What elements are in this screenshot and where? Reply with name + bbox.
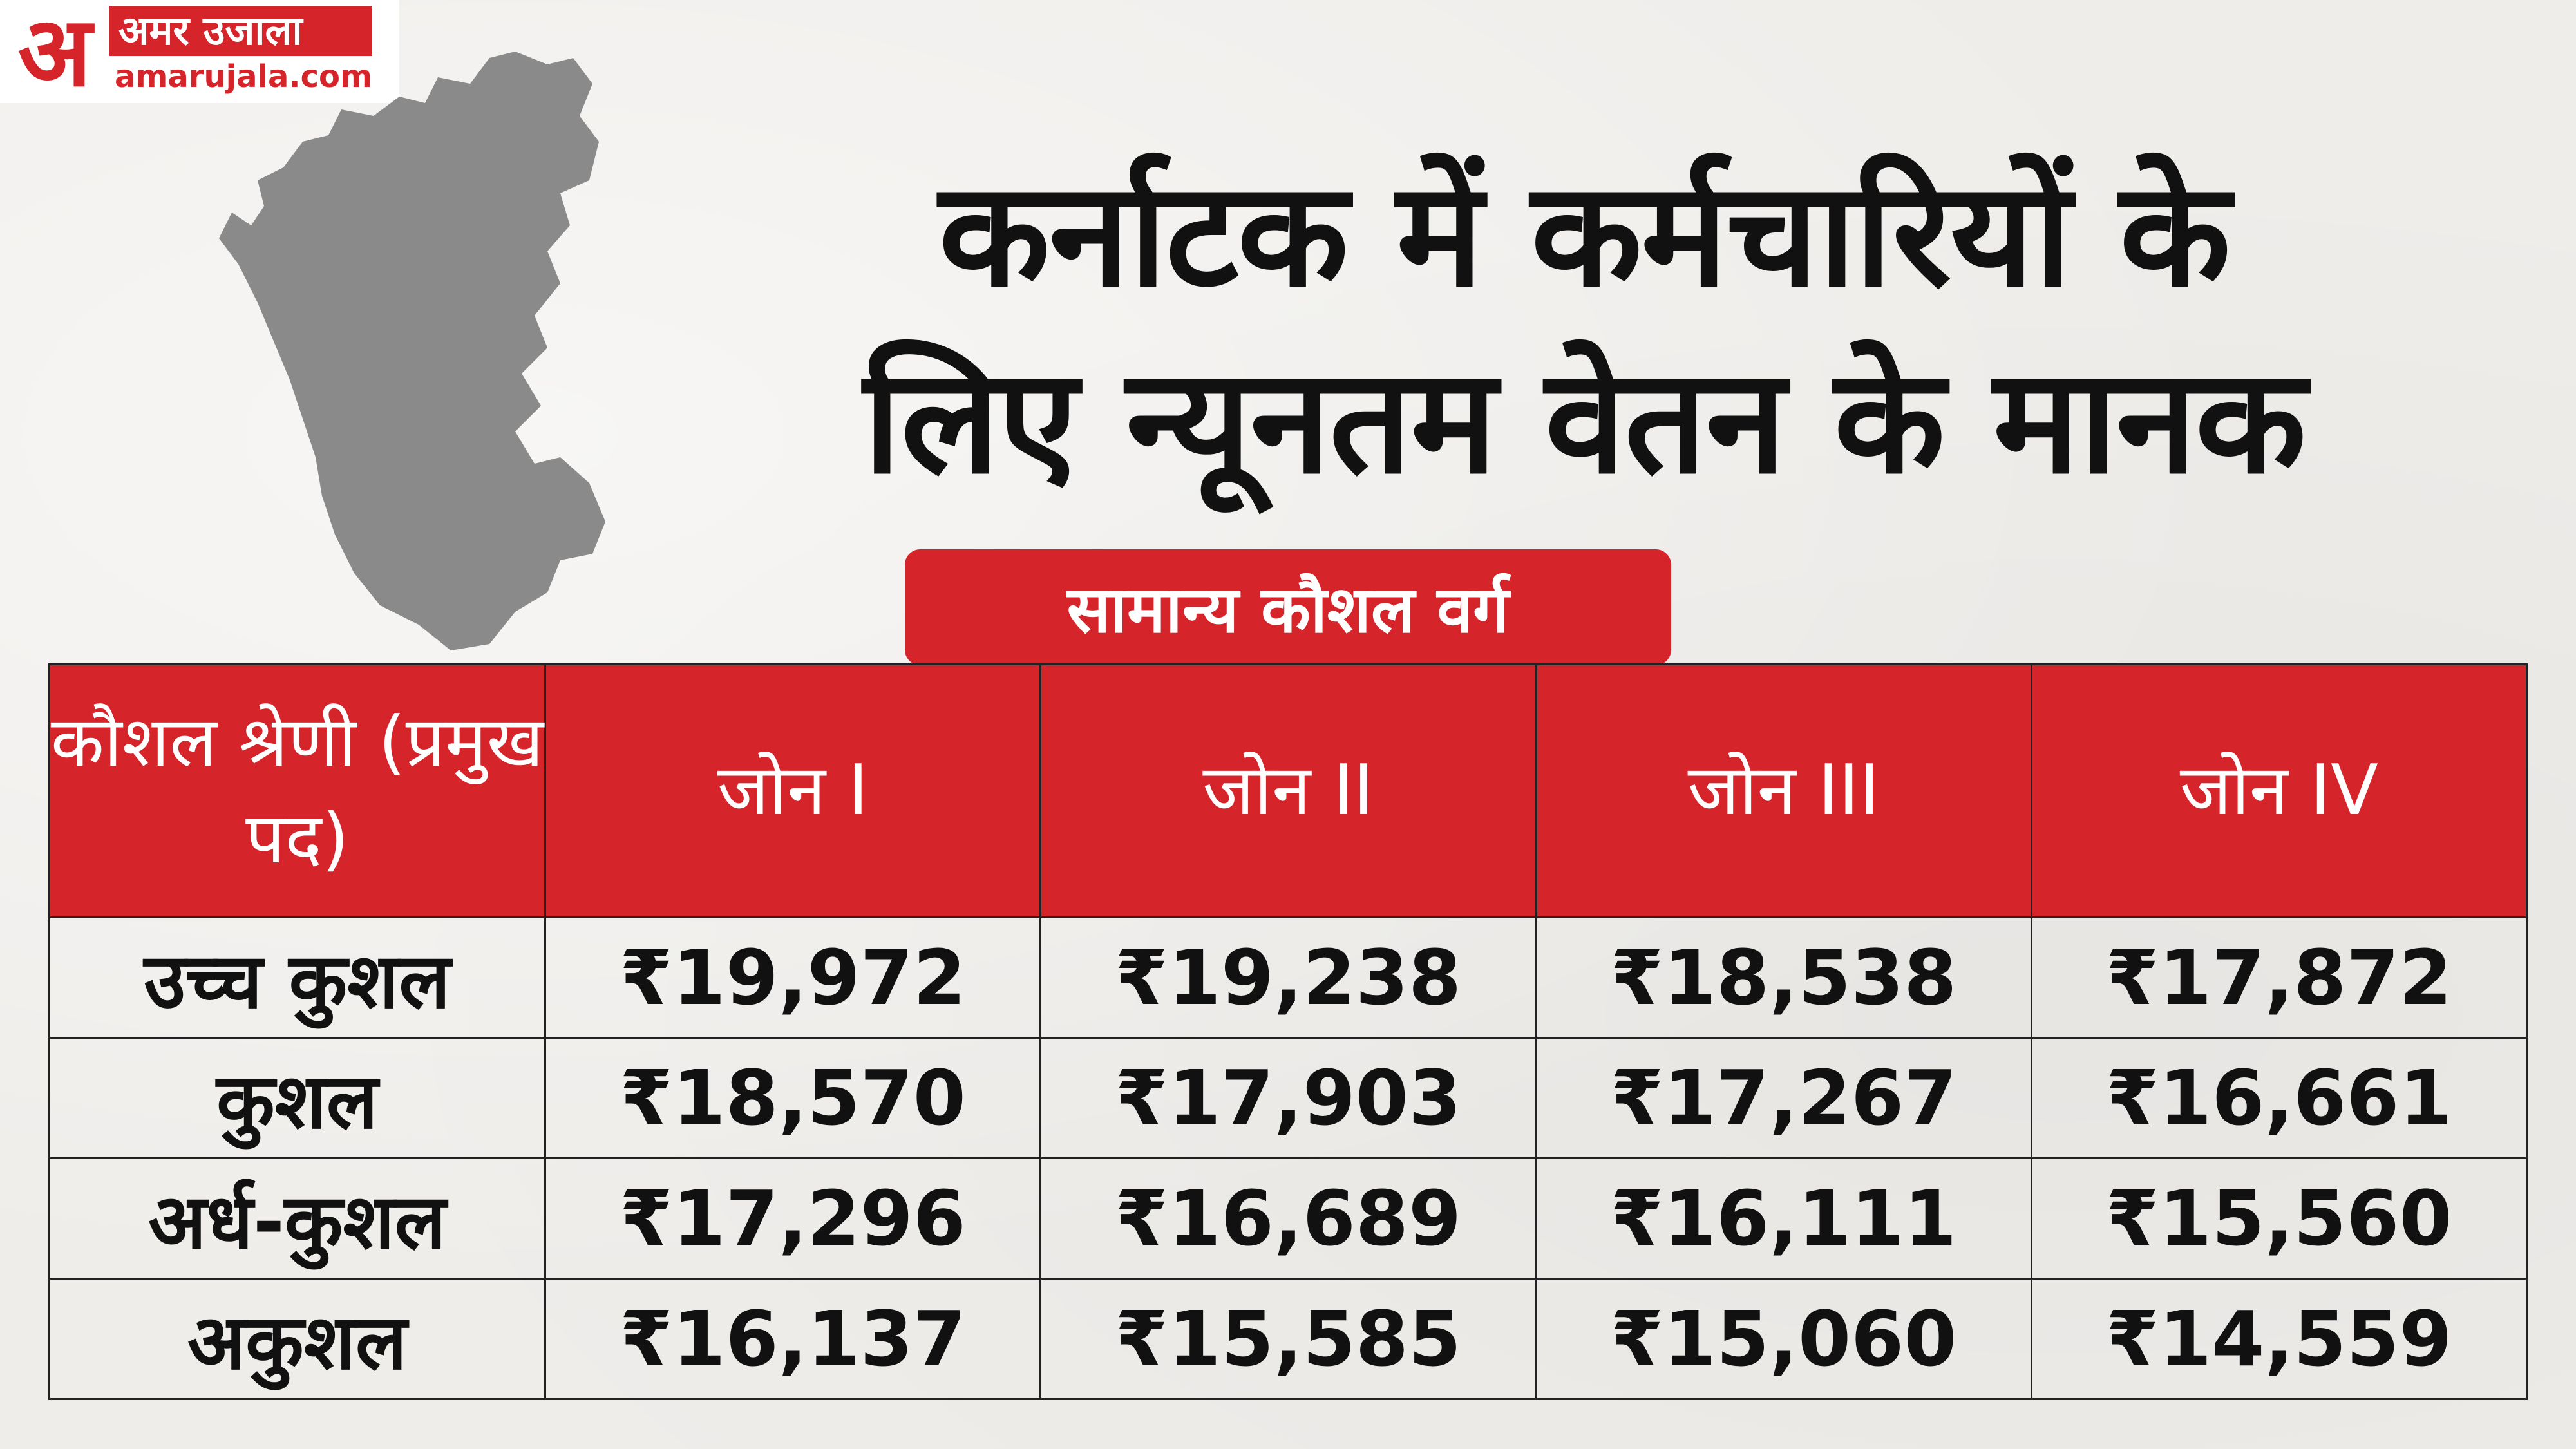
brand-logo: अ अमर उजाला amarujala.com xyxy=(0,0,399,103)
header-zone-4: जोन IV xyxy=(2030,663,2528,918)
wage-cell: ₹14,559 xyxy=(2030,1278,2528,1400)
table-row: उच्च कुशल ₹19,972 ₹19,238 ₹18,538 ₹17,87… xyxy=(48,916,2528,1039)
wage-cell: ₹16,661 xyxy=(2030,1037,2528,1159)
logo-domain: amarujala.com xyxy=(115,59,373,95)
wage-cell: ₹19,238 xyxy=(1039,916,1537,1039)
table-row: कुशल ₹18,570 ₹17,903 ₹17,267 ₹16,661 xyxy=(48,1037,2528,1159)
category-badge: सामान्य कौशल वर्ग xyxy=(905,549,1671,665)
row-label: अकुशल xyxy=(48,1278,546,1400)
wage-cell: ₹15,585 xyxy=(1039,1278,1537,1400)
table-row: अकुशल ₹16,137 ₹15,585 ₹15,060 ₹14,559 xyxy=(48,1278,2528,1400)
table-row: अर्ध-कुशल ₹17,296 ₹16,689 ₹16,111 ₹15,56… xyxy=(48,1157,2528,1280)
wage-cell: ₹16,111 xyxy=(1535,1157,2032,1280)
header-zone-1: जोन I xyxy=(544,663,1042,918)
logo-mark: अ xyxy=(17,0,92,108)
logo-name: अमर उजाला xyxy=(109,6,373,56)
wage-cell: ₹17,903 xyxy=(1039,1037,1537,1159)
karnataka-map-icon xyxy=(219,52,605,650)
header-zone-3: जोन III xyxy=(1535,663,2032,918)
wage-cell: ₹19,972 xyxy=(544,916,1042,1039)
wage-table: कौशल श्रेणी (प्रमुख पद) जोन I जोन II जोन… xyxy=(48,663,2528,1400)
row-label: उच्च कुशल xyxy=(48,916,546,1039)
table-header-row: कौशल श्रेणी (प्रमुख पद) जोन I जोन II जोन… xyxy=(48,663,2528,918)
wage-cell: ₹16,137 xyxy=(544,1278,1042,1400)
wage-cell: ₹18,570 xyxy=(544,1037,1042,1159)
row-label: कुशल xyxy=(48,1037,546,1159)
wage-cell: ₹16,689 xyxy=(1039,1157,1537,1280)
wage-cell: ₹17,872 xyxy=(2030,916,2528,1039)
header-skill-category: कौशल श्रेणी (प्रमुख पद) xyxy=(48,663,546,918)
page-title: कर्नाटक में कर्मचारियों के लिए न्यूनतम व… xyxy=(618,142,2550,515)
wage-cell: ₹18,538 xyxy=(1535,916,2032,1039)
wage-cell: ₹15,560 xyxy=(2030,1157,2528,1280)
wage-cell: ₹17,296 xyxy=(544,1157,1042,1280)
header-zone-2: जोन II xyxy=(1039,663,1537,918)
wage-cell: ₹17,267 xyxy=(1535,1037,2032,1159)
logo-text: अमर उजाला amarujala.com xyxy=(109,6,373,97)
title-line-1: कर्नाटक में कर्मचारियों के xyxy=(938,151,2231,319)
wage-cell: ₹15,060 xyxy=(1535,1278,2032,1400)
row-label: अर्ध-कुशल xyxy=(48,1157,546,1280)
title-line-2: लिए न्यूनतम वेतन के मानक xyxy=(863,337,2307,506)
